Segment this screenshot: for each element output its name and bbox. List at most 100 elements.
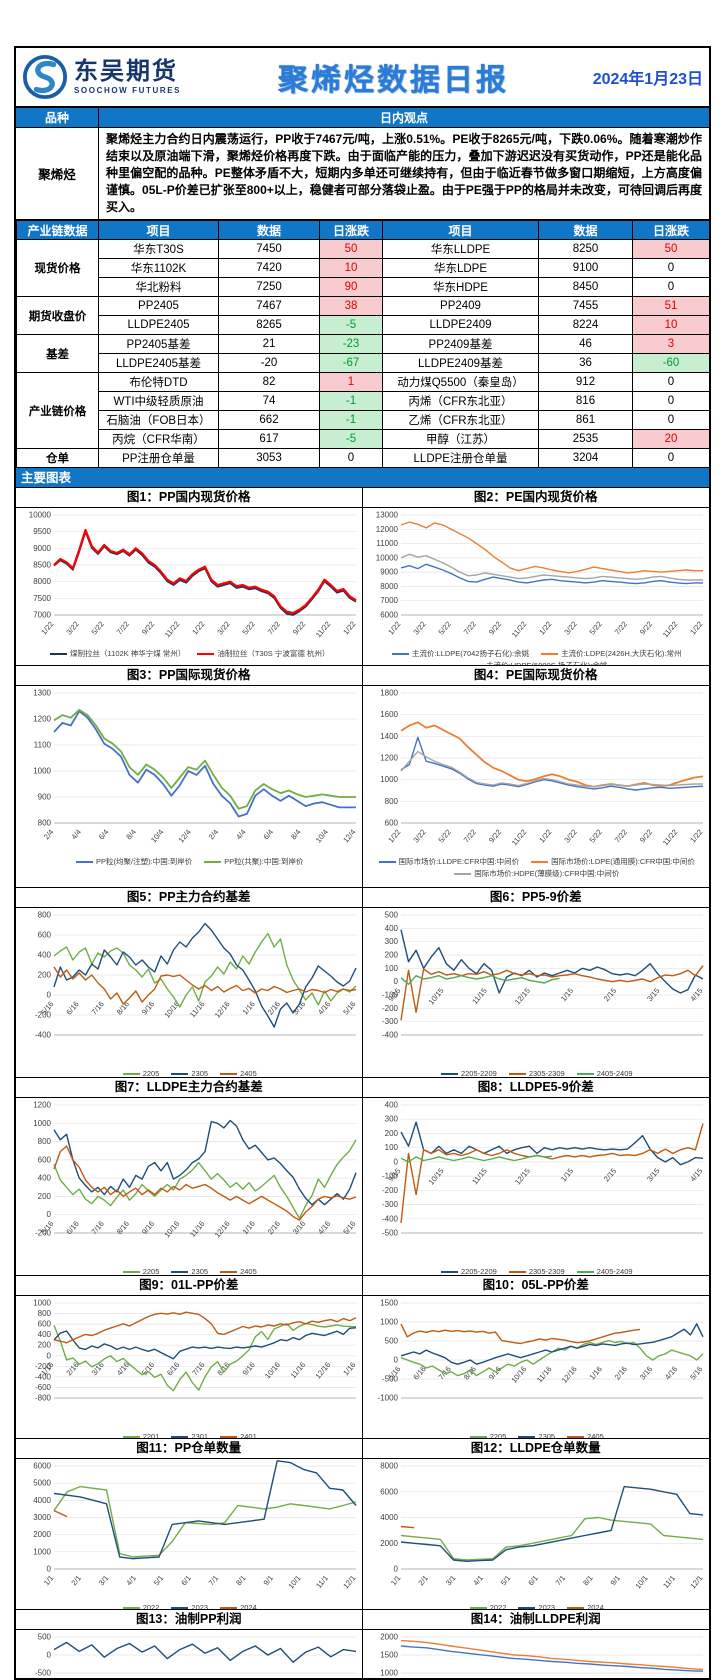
table-cell: 华东LLDPE [382, 239, 539, 259]
svg-text:7/16: 7/16 [90, 1219, 106, 1236]
legend-line-swatch [171, 1072, 189, 1075]
chart-title: 图1：PP国内现货价格 [16, 488, 362, 508]
svg-text:1/15: 1/15 [558, 1166, 574, 1183]
legend-item: 2205 [122, 1266, 159, 1275]
table-header-cell: 日涨跌 [632, 220, 709, 240]
change-cell: 50 [632, 239, 709, 259]
chart-plot: -5000500100015002000 [380, 1633, 703, 1678]
table-row: WTI中级轻质原油 74 -1 丙烯（CFR东北亚） 816 0 [17, 391, 709, 411]
svg-text:6/16: 6/16 [64, 1219, 80, 1236]
chart-title: 图11：PP仓单数量 [16, 1439, 362, 1459]
svg-text:3/1: 3/1 [443, 1574, 457, 1588]
svg-text:-400: -400 [35, 1031, 52, 1040]
table-cell: 74 [218, 391, 320, 411]
chart-legend: 煤制拉丝（1102K 神华宁煤 常州） 油制拉丝（T30S 宁波富德 杭州） [18, 648, 362, 659]
svg-text:5/22: 5/22 [436, 620, 452, 637]
legend-item: 2205-2209 [440, 1068, 497, 1077]
chart-cell: 图14：油制LLDPE利润 -5000500100015002000 [362, 1610, 709, 1678]
svg-text:6/16: 6/16 [165, 1360, 181, 1377]
legend-line-swatch [76, 860, 94, 863]
chart-cell: 图7：LLDPE主力合约基差 -200 0 200 400 600 800 1000 1200 5… [16, 1078, 363, 1276]
svg-text:9/22: 9/22 [140, 620, 156, 637]
svg-text:3/22: 3/22 [411, 620, 427, 637]
report-date: 2024年1月23日 [592, 71, 703, 88]
svg-text:1800: 1800 [380, 689, 398, 698]
svg-text:9/22: 9/22 [291, 620, 307, 637]
svg-text:-300: -300 [381, 1017, 398, 1026]
svg-text:-500: -500 [35, 1669, 52, 1678]
table-cell: 46 [538, 334, 633, 354]
svg-text:7500: 7500 [33, 594, 51, 603]
brand-name: 东吴期货 [74, 57, 178, 85]
chart-plot: 7000 7500 8000 8500 9000 9500 10000 1/22 3/22 5/2… [29, 511, 358, 640]
svg-text:5000: 5000 [33, 1479, 51, 1488]
chart-plot: 600 800 1000 1200 1400 1600 1800 1/22 3/22 5/22 7/… [380, 689, 704, 848]
svg-text:3/22: 3/22 [562, 620, 578, 637]
svg-text:1/1: 1/1 [388, 1574, 402, 1588]
svg-text:-500: -500 [381, 1229, 398, 1238]
svg-text:2000: 2000 [380, 1633, 398, 1642]
svg-text:12000: 12000 [375, 525, 398, 534]
legend-line-swatch [531, 860, 549, 863]
svg-text:-200: -200 [381, 1004, 398, 1013]
chart-body: 0 1000 2000 3000 4000 5000 6000 1/1 2/1 3/1 4/1 5/1… [16, 1459, 362, 1609]
legend-line-swatch [518, 1435, 536, 1438]
svg-text:1/22: 1/22 [688, 620, 704, 637]
chart-body: -1000 -500 0 500 1000 1500 5/16 6/16 7/16 8/16 9/1… [363, 1296, 710, 1439]
group-label: 仓单 [16, 448, 99, 468]
svg-text:-100: -100 [381, 1172, 398, 1181]
svg-text:5/1: 5/1 [152, 1574, 166, 1588]
change-cell: 51 [632, 296, 709, 316]
legend-item: 2305 [171, 1068, 208, 1077]
svg-text:100: 100 [384, 1143, 398, 1152]
svg-text:7/16: 7/16 [90, 1000, 106, 1017]
svg-text:8/16: 8/16 [115, 1000, 131, 1017]
svg-text:13000: 13000 [375, 511, 398, 520]
legend-item: 主流价:HDPE(5000S,扬子石化):余姚 [466, 660, 607, 665]
svg-text:-400: -400 [35, 1372, 52, 1381]
legend-item: 国际市场价:LLDPE:CFR中国:中间价 [378, 856, 519, 867]
table-cell: 动力煤Q5500（秦皇岛） [382, 372, 539, 392]
svg-text:12/1: 12/1 [688, 1574, 704, 1591]
svg-text:11/16: 11/16 [534, 1365, 553, 1385]
svg-text:3000: 3000 [33, 1513, 51, 1522]
svg-text:6000: 6000 [33, 1462, 51, 1471]
chart-title: 图5：PP主力合约基差 [16, 888, 362, 908]
chart-plot: 800 900 1000 1100 1200 1300 2/4 4/4 6/4 8/4 10/4 12… [33, 689, 357, 845]
svg-text:2000: 2000 [380, 1539, 398, 1548]
table-cell: 912 [538, 372, 633, 392]
svg-text:1/15: 1/15 [558, 986, 574, 1003]
legend-item: 2201 [122, 1431, 159, 1438]
svg-text:4/1: 4/1 [471, 1574, 485, 1588]
table-cell: 8250 [538, 239, 633, 259]
svg-text:0: 0 [393, 977, 398, 986]
table-cell: 617 [218, 429, 320, 449]
svg-text:7/22: 7/22 [461, 620, 477, 637]
chart-title: 图8：LLDPE5-9价差 [362, 1078, 709, 1098]
legend-item: 2405 [220, 1068, 257, 1077]
legend-line-swatch [466, 664, 484, 665]
chart-title: 图13：油制PP利润 [16, 1610, 362, 1630]
group-label: 现货价格 [16, 239, 99, 297]
svg-text:12/4: 12/4 [341, 828, 357, 845]
table-cell: 816 [538, 391, 633, 411]
legend-line-swatch [541, 652, 559, 655]
table-cell: 8224 [538, 315, 633, 335]
table-cell: 2535 [538, 429, 633, 449]
svg-text:6000: 6000 [380, 1487, 398, 1496]
svg-text:8/4: 8/4 [124, 828, 138, 842]
svg-text:2000: 2000 [33, 1530, 51, 1539]
svg-text:5/16: 5/16 [386, 1365, 402, 1382]
brand: 东吴期货 SOOCHOW FUTURES [22, 54, 212, 100]
change-cell: -5 [319, 315, 383, 335]
legend-line-swatch [171, 1435, 189, 1438]
table-row: 仓单 PP注册仓单量 3053 0 LLDPE注册仓单量 3204 0 [16, 448, 709, 468]
svg-text:200: 200 [38, 1341, 52, 1350]
svg-text:9000: 9000 [33, 544, 51, 553]
chart-title: 图14：油制LLDPE利润 [362, 1610, 709, 1630]
legend-item: 2305-2309 [508, 1266, 565, 1275]
table-cell: 华东1102K [98, 258, 219, 278]
table-cell: PP2409基差 [382, 334, 539, 354]
chart-plot: 0 2000 4000 6000 8000 1/1 2/1 3/1 4/1 5/1 6/1 7/1 8/… [380, 1462, 704, 1591]
svg-text:9/22: 9/22 [637, 620, 653, 637]
